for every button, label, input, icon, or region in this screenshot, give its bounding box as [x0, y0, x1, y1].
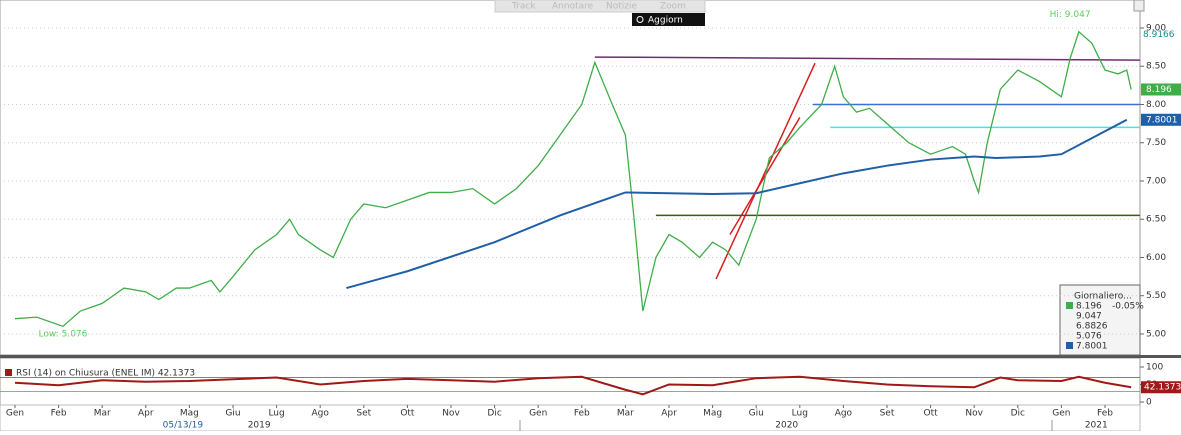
zoom-button[interactable]: Zoom	[660, 2, 686, 12]
x-tick-label: Giu	[225, 409, 240, 419]
rsi-flag	[1141, 381, 1181, 394]
refresh-button-bg[interactable]	[632, 13, 705, 26]
track-button[interactable]: Track	[511, 2, 536, 12]
y-tick-label: 5.00	[1146, 329, 1166, 339]
x-tick-label: Feb	[574, 409, 590, 419]
x-tick-label: Ott	[924, 409, 939, 419]
x-year-label: 05/13/19	[163, 421, 204, 431]
x-tick-label: Gen	[1052, 409, 1070, 419]
x-tick-label: Feb	[51, 409, 67, 419]
y-tick-label: 0	[1146, 397, 1152, 407]
y-tick-label: 8.50	[1146, 62, 1166, 72]
legend-swatch	[1066, 302, 1073, 309]
refresh-icon	[636, 16, 644, 23]
x-tick-label: Gen	[529, 409, 547, 419]
flag	[1141, 113, 1181, 126]
x-tick-label: Set	[880, 409, 895, 419]
x-tick-label: Gen	[6, 409, 24, 419]
legend-swatch	[1066, 342, 1073, 349]
series-line	[346, 118, 1128, 290]
rsi-flag-label: 42.1373	[1144, 383, 1181, 393]
x-tick-label: Mag	[703, 409, 722, 419]
y-tick-label: 100	[1146, 362, 1163, 372]
x-tick-label: Giu	[749, 409, 764, 419]
x-tick-label: Nov	[442, 409, 460, 419]
annotate-button[interactable]: Annotare	[552, 2, 594, 12]
x-tick-label: Set	[356, 409, 371, 419]
x-tick-label: Apr	[138, 409, 154, 419]
legend-value: 9.047	[1076, 312, 1102, 322]
y-tick-label: 6.50	[1146, 215, 1166, 225]
x-tick-label: Apr	[661, 409, 677, 419]
x-axis-area	[0, 404, 1141, 432]
series-line	[14, 375, 1132, 396]
x-tick-label: Ago	[312, 409, 330, 419]
series-line	[14, 30, 1132, 328]
divider	[0, 355, 1181, 358]
x-tick-label: Mar	[617, 409, 634, 419]
x-tick-label: Ago	[835, 409, 853, 419]
legend-value: 7.8001	[1076, 342, 1108, 352]
x-year-label: 2021	[1085, 421, 1108, 431]
y-tick-label: 7.00	[1146, 176, 1166, 186]
settings-icon[interactable]	[1133, 0, 1145, 12]
legend-value: 6.8826	[1076, 322, 1108, 332]
legend-box	[1059, 284, 1141, 356]
flag-label: 8.196	[1146, 85, 1172, 95]
flag	[1141, 83, 1181, 96]
trendline	[594, 56, 1140, 61]
y-tick-label: 7.50	[1146, 138, 1166, 148]
x-year-label: 2020	[775, 421, 798, 431]
flag-label: 8.9166	[1143, 30, 1175, 40]
x-tick-label: Mar	[94, 409, 111, 419]
x-year-label: 2019	[248, 421, 271, 431]
toolbar	[494, 0, 706, 13]
y-tick-label: 5.50	[1146, 291, 1166, 301]
x-tick-label: Ott	[400, 409, 415, 419]
x-tick-label: Lug	[268, 409, 284, 419]
y-tick-label: 6.00	[1146, 253, 1166, 263]
x-tick-label: Mag	[180, 409, 199, 419]
x-tick-label: Nov	[965, 409, 983, 419]
news-button[interactable]: Notizie	[606, 2, 637, 12]
annotation: Hi: 9.047	[1050, 10, 1091, 20]
refresh-button[interactable]: Aggiorn	[648, 16, 683, 26]
annotation: Low: 5.076	[39, 330, 88, 340]
x-tick-label: Dic	[487, 409, 501, 419]
y-tick-label: 9.00	[1146, 23, 1166, 33]
price-panel	[0, 0, 1141, 356]
x-tick-label: Lug	[792, 409, 808, 419]
flag-label: 7.8001	[1146, 115, 1178, 125]
legend-value: -0.05%	[1112, 302, 1144, 312]
x-tick-label: Dic	[1011, 409, 1025, 419]
legend-title: Giornaliero...	[1074, 292, 1132, 302]
trendline	[715, 62, 816, 280]
legend-value: 8.196	[1076, 302, 1102, 312]
x-tick-label: Feb	[1097, 409, 1113, 419]
legend-value: 5.076	[1076, 332, 1102, 342]
y-tick-label: 8.00	[1146, 100, 1166, 110]
rsi-swatch	[5, 369, 12, 376]
rsi-title: RSI (14) on Chiusura (ENEL IM) 42.1373	[16, 369, 195, 379]
